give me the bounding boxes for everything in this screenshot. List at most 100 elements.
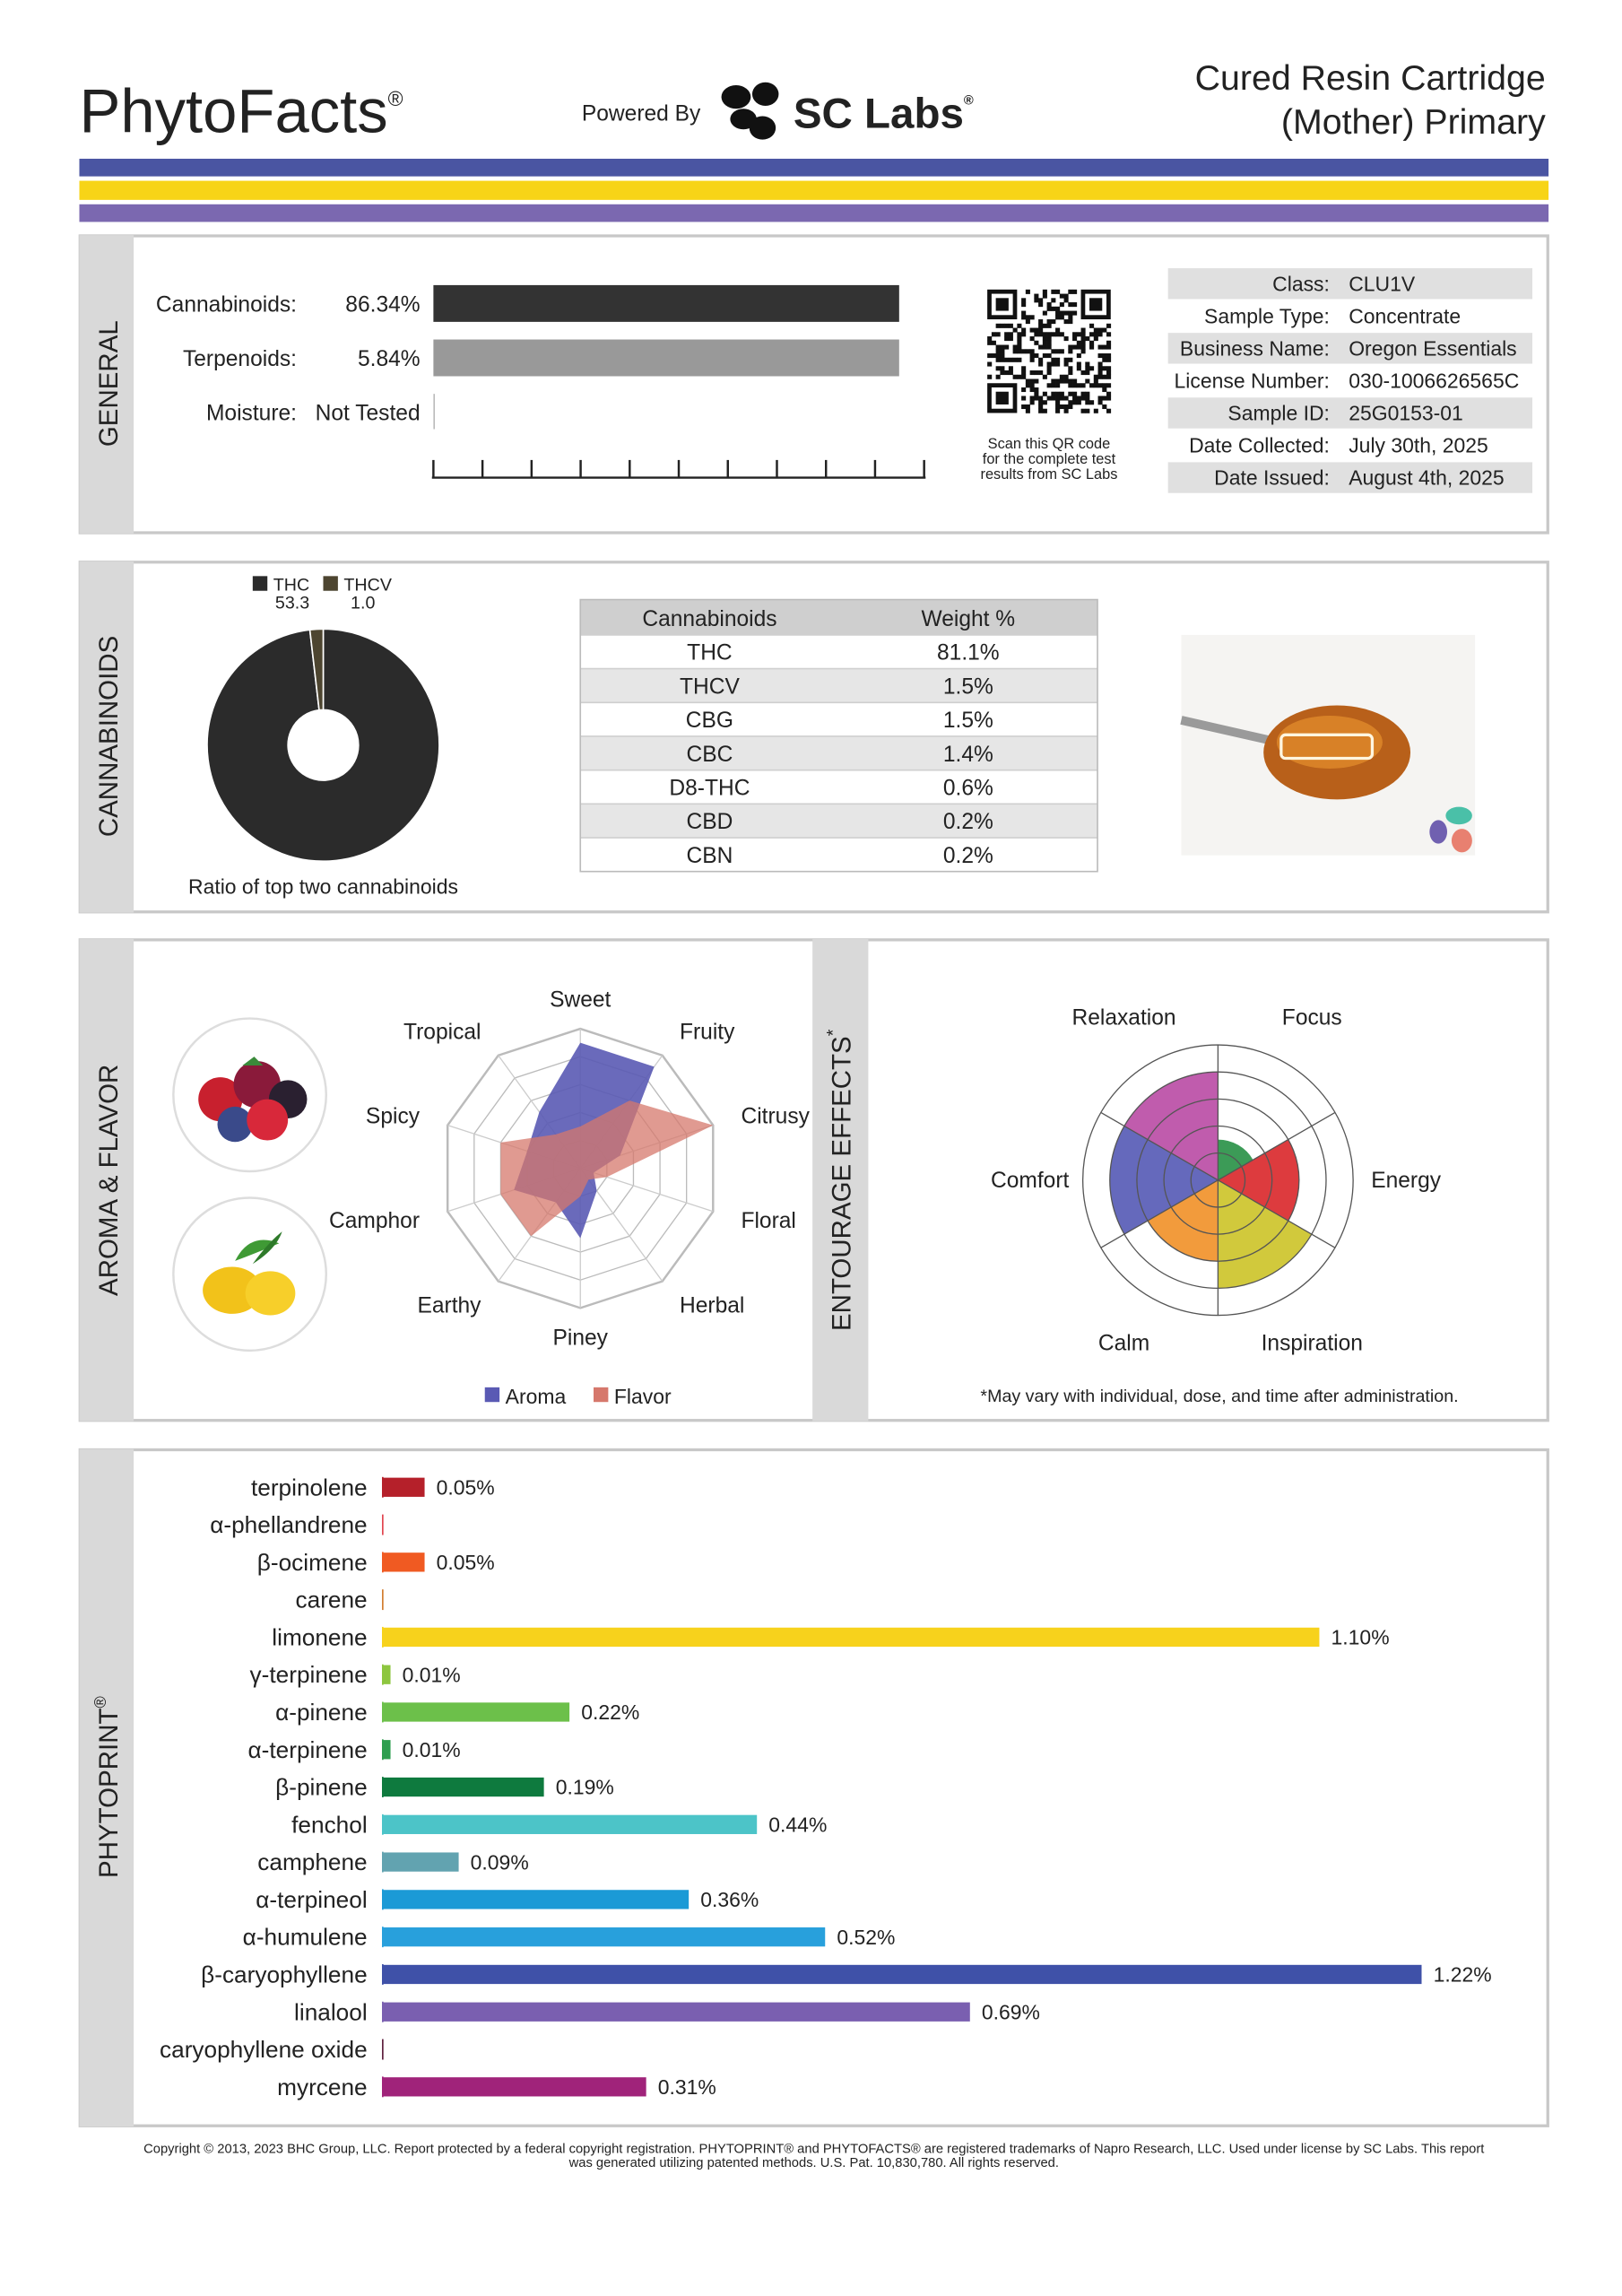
qr-module xyxy=(1000,370,1005,376)
potency-value: 5.84% xyxy=(358,347,421,371)
copyright: was generated utilizing patented methods… xyxy=(568,2156,1059,2170)
radar-area xyxy=(500,1100,714,1237)
qr-module xyxy=(1046,336,1052,342)
qr-module xyxy=(1059,332,1064,337)
qr-module xyxy=(1080,370,1086,376)
qr-module xyxy=(1038,327,1044,333)
bar-value-label: 0.05% xyxy=(437,1475,495,1499)
info-key: License Number: xyxy=(1175,370,1330,393)
qr-module xyxy=(1080,332,1086,337)
qr-module xyxy=(1102,396,1107,401)
berry xyxy=(233,1061,281,1109)
info-value: 25G0153-01 xyxy=(1349,402,1463,425)
section-label: PHYTOPRINT® xyxy=(91,1696,124,1878)
qr-module xyxy=(1102,327,1107,333)
qr-module xyxy=(1029,383,1035,388)
section-label-mark: ® xyxy=(91,1696,109,1708)
info-row-shade xyxy=(1167,333,1533,364)
polar-label: Calm xyxy=(1098,1332,1149,1356)
qr-module xyxy=(1021,327,1027,333)
qr-module xyxy=(1089,332,1095,337)
qr-module xyxy=(1055,315,1061,320)
table-border xyxy=(579,598,1098,873)
terpene-name: β-caryophyllene xyxy=(201,1961,367,1987)
qr-module xyxy=(1008,366,1013,371)
lemons-image xyxy=(172,1196,327,1352)
qr-module xyxy=(1085,378,1090,384)
qr-module xyxy=(1021,374,1027,379)
qr-module xyxy=(1076,332,1081,337)
bar-value-label: 0.36% xyxy=(700,1888,759,1911)
qr-module xyxy=(1046,323,1052,328)
bar-value-label: 1.22% xyxy=(1434,1963,1492,1987)
terpene-name: α-terpinene xyxy=(248,1736,368,1763)
qr-module xyxy=(1051,306,1056,311)
qr-module xyxy=(1029,370,1035,376)
qr-module xyxy=(1055,404,1061,410)
qr-module xyxy=(1093,374,1098,379)
qr-module xyxy=(1080,383,1086,388)
qr-module xyxy=(1063,319,1069,325)
qr-module xyxy=(1089,323,1095,328)
polar-label: Focus xyxy=(1282,1005,1342,1030)
qr-module xyxy=(1012,357,1018,362)
qr-module xyxy=(1068,315,1073,320)
qr-module xyxy=(1076,366,1081,371)
qr-module xyxy=(1051,349,1056,354)
qr-module xyxy=(1080,344,1086,350)
qr-module xyxy=(1063,293,1069,299)
table-row-shade xyxy=(580,668,1098,703)
lab-logo xyxy=(721,82,779,140)
qr-module xyxy=(1029,336,1035,342)
qr-module xyxy=(1068,366,1073,371)
info-key: Business Name: xyxy=(1180,337,1330,361)
qr-module xyxy=(1076,361,1081,367)
legend-swatch xyxy=(484,1387,500,1403)
qr-module xyxy=(1051,357,1056,362)
qr-module xyxy=(1046,353,1052,359)
qr-module xyxy=(1055,357,1061,362)
polar-label: Comfort xyxy=(991,1169,1070,1193)
qr-module xyxy=(1051,289,1056,294)
qr-module xyxy=(1106,408,1112,413)
qr-module xyxy=(1097,332,1103,337)
qr-module xyxy=(987,340,993,345)
qr-module xyxy=(1106,344,1112,350)
info-value: 030-1006626565C xyxy=(1349,370,1519,393)
section-label: AROMA & FLAVOR xyxy=(94,1065,124,1296)
polar-label: Inspiration xyxy=(1262,1332,1363,1356)
spoon-handle xyxy=(1180,716,1279,747)
qr-module xyxy=(1068,357,1073,362)
radar-label: Herbal xyxy=(680,1293,744,1318)
qr-module xyxy=(1017,323,1022,328)
info-row-shade xyxy=(1167,462,1533,493)
qr-module xyxy=(1072,378,1078,384)
terpene-name: fenchol xyxy=(291,1811,367,1838)
leaf xyxy=(242,1057,264,1065)
qr-module xyxy=(1097,374,1103,379)
qr-module xyxy=(1055,332,1061,337)
panel-strip xyxy=(79,939,134,1422)
qr-module xyxy=(1051,332,1056,337)
qr-module xyxy=(1000,349,1005,354)
bar-value-label: 1.10% xyxy=(1331,1626,1390,1649)
qr-module xyxy=(1017,374,1022,379)
qr-module xyxy=(1102,353,1107,359)
qr-module xyxy=(1063,374,1069,379)
qr-module xyxy=(1106,370,1112,376)
qr-module xyxy=(1051,319,1056,325)
bar xyxy=(382,1777,544,1797)
qr-module xyxy=(1038,344,1044,350)
potency-value: Not Tested xyxy=(316,402,421,426)
info-key: Class: xyxy=(1272,272,1330,295)
qr-module xyxy=(991,353,996,359)
qr-module xyxy=(1089,344,1095,350)
terpene-name: β-ocimene xyxy=(257,1549,368,1576)
qr-module xyxy=(991,340,996,345)
qr-module xyxy=(1021,302,1027,308)
polar-sector xyxy=(1218,1179,1312,1289)
qr-module xyxy=(1055,306,1061,311)
qr-module xyxy=(1046,396,1052,401)
qr-module xyxy=(1025,315,1030,320)
